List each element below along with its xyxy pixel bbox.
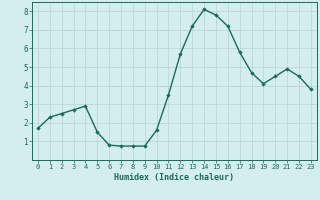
X-axis label: Humidex (Indice chaleur): Humidex (Indice chaleur) [115, 173, 234, 182]
